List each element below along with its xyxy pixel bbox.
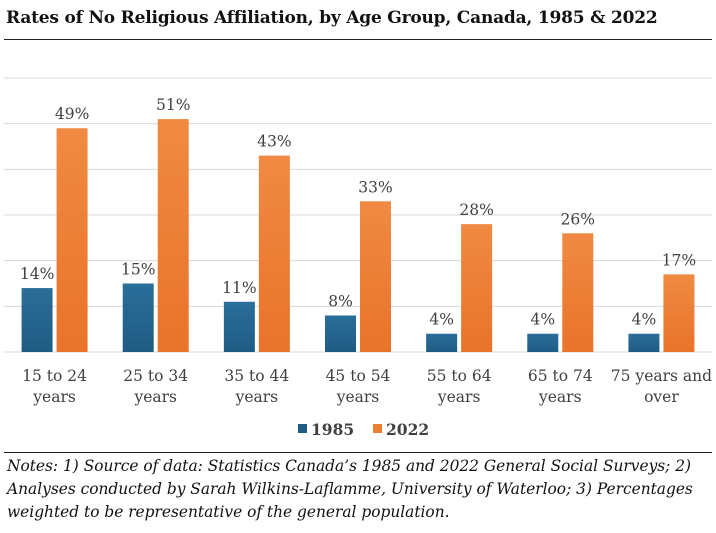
bar-chart: 14% 49% 15% 51% 11% 43% 8% 33% 4% 28% 4% 26% 4% 17% 1… <box>4 77 712 439</box>
data-label-1985-4: 4% <box>429 311 454 329</box>
data-label-2022-2: 43% <box>257 133 291 151</box>
data-labels: 14% 49% 15% 51% 11% 43% 8% 33% 4% 28% 4% 26% 4% 17% <box>20 96 696 329</box>
notes-divider <box>4 452 712 453</box>
bar-2022-5 <box>562 233 594 352</box>
gridlines <box>4 77 712 353</box>
category-label-0: years <box>32 388 76 406</box>
data-label-1985-5: 4% <box>530 311 555 329</box>
data-label-1985-1: 15% <box>121 261 155 279</box>
bar-1985-0 <box>21 288 53 352</box>
category-label-0: 15 to 24 <box>22 367 87 385</box>
data-label-2022-0: 49% <box>55 105 89 123</box>
category-label-3: 45 to 54 <box>326 367 391 385</box>
bar-1985-2 <box>223 301 255 352</box>
bar-2022-3 <box>360 201 391 352</box>
bars <box>21 119 695 352</box>
bar-1985-5 <box>527 333 559 352</box>
data-label-2022-6: 17% <box>662 251 696 269</box>
bar-2022-4 <box>461 224 493 352</box>
notes-text: Notes: 1) Source of data: Statistics Can… <box>7 457 693 521</box>
bar-1985-4 <box>426 333 458 352</box>
data-label-2022-5: 26% <box>561 210 595 228</box>
category-label-4: 55 to 64 <box>427 367 492 385</box>
data-label-2022-1: 51% <box>156 96 190 114</box>
title-divider <box>4 39 712 40</box>
bar-2022-2 <box>258 155 290 352</box>
legend-label-1985: 1985 <box>311 420 354 439</box>
category-label-2: 35 to 44 <box>224 367 289 385</box>
category-label-5: 65 to 74 <box>528 367 593 385</box>
bar-1985-6 <box>628 333 660 352</box>
legend-swatch-1985 <box>298 424 307 433</box>
category-label-4: years <box>437 388 481 406</box>
bar-2022-6 <box>663 274 695 352</box>
data-label-1985-3: 8% <box>328 292 353 310</box>
bar-1985-1 <box>122 283 154 352</box>
category-label-6: 75 years and <box>611 367 712 385</box>
legend-swatch-2022 <box>373 424 382 433</box>
chart-title: Rates of No Religious Affiliation, by Ag… <box>6 8 658 28</box>
category-label-3: years <box>336 388 380 406</box>
category-label-1: years <box>133 388 177 406</box>
legend-label-2022: 2022 <box>386 420 429 439</box>
category-label-2: years <box>235 388 279 406</box>
bar-2022-0 <box>56 128 88 352</box>
category-label-1: 25 to 34 <box>123 367 188 385</box>
data-label-1985-6: 4% <box>632 311 657 329</box>
category-label-5: years <box>538 388 582 406</box>
legend: 1985 2022 <box>298 420 429 439</box>
data-label-2022-3: 33% <box>358 178 392 196</box>
bar-1985-3 <box>325 315 356 352</box>
bar-2022-1 <box>157 119 189 352</box>
data-label-1985-0: 14% <box>20 265 54 283</box>
category-label-6: over <box>644 388 679 406</box>
data-label-1985-2: 11% <box>222 279 256 297</box>
category-labels: 15 to 24 years 25 to 34 years 35 to 44 years 4… <box>22 367 712 406</box>
data-label-2022-4: 28% <box>459 201 493 219</box>
